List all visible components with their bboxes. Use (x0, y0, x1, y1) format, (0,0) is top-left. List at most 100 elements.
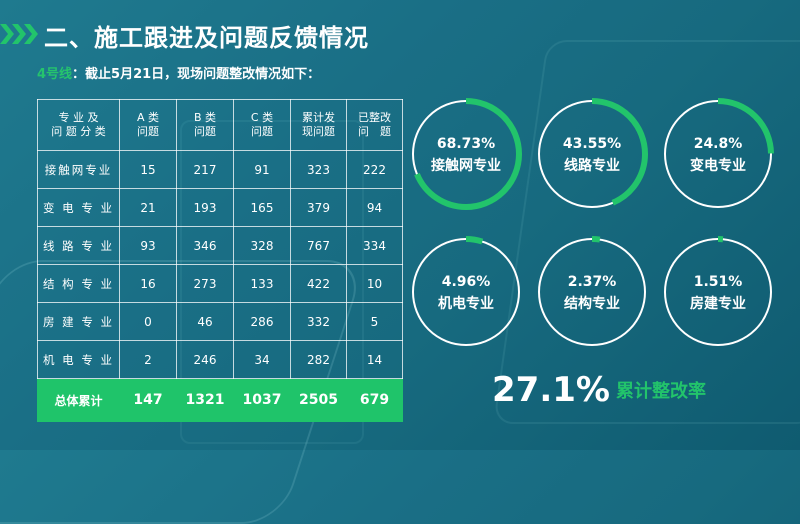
cell-a: 2 (119, 340, 177, 379)
table-header-row: 专 业 及 问 题 分 类 A 类 问题 B 类 问题 C 类 问题 累计发 现… (37, 99, 403, 151)
progress-ring: 1.51% 房建专业 (662, 236, 774, 348)
cell-c: 328 (233, 226, 291, 265)
ring-percent: 68.73% (436, 136, 496, 152)
ring-progress-arc (410, 236, 522, 348)
ring-percent: 24.8% (693, 136, 743, 152)
total-a: 147 (119, 378, 177, 422)
cell-found: 323 (290, 150, 347, 189)
ring-graphic (536, 98, 648, 210)
cell-c: 133 (233, 264, 291, 303)
ring-label: 房建专业 (690, 296, 746, 312)
ring-graphic (536, 236, 648, 348)
cell-b: 193 (176, 188, 234, 227)
header-c-class: C 类 问题 (233, 99, 291, 151)
page-title: 二、施工跟进及问题反馈情况 (44, 24, 369, 52)
ring-track (664, 238, 772, 346)
header-b-class: B 类 问题 (176, 99, 234, 151)
cell-rectified: 5 (346, 302, 403, 341)
cell-b: 346 (176, 226, 234, 265)
chevrons-icon (0, 24, 38, 44)
progress-ring: 24.8% 变电专业 (662, 98, 774, 210)
cell-c: 91 (233, 150, 291, 189)
ring-graphic (662, 98, 774, 210)
ring-percent: 43.55% (562, 136, 622, 152)
header-text: A 类 问题 (136, 111, 160, 138)
ring-progress-arc (662, 98, 774, 210)
ring-percent: 2.37% (567, 274, 617, 290)
table-row: 线 路 专 业 93 346 328 767 334 (37, 226, 403, 265)
summary-label: 累计整改率 (615, 381, 706, 402)
cell-b: 217 (176, 150, 234, 189)
total-rectified: 679 (346, 378, 403, 422)
cell-found: 332 (290, 302, 347, 341)
ring-graphic (410, 98, 522, 210)
table-total-row: 总体累计 147 1321 1037 2505 679 (37, 378, 403, 422)
cell-found: 282 (290, 340, 347, 379)
ring-progress-arc (662, 236, 774, 348)
total-b: 1321 (176, 378, 234, 422)
cell-b: 46 (176, 302, 234, 341)
ring-label: 结构专业 (564, 296, 620, 312)
row-label: 接触网专业 (37, 150, 120, 189)
table-row: 接触网专业 15 217 91 323 222 (37, 150, 403, 189)
row-label: 变 电 专 业 (37, 188, 120, 227)
ring-track (412, 238, 520, 346)
summary-value: 27.1% (492, 370, 610, 410)
ring-label: 接触网专业 (431, 158, 501, 174)
issues-table: 专 业 及 问 题 分 类 A 类 问题 B 类 问题 C 类 问题 累计发 现… (37, 99, 403, 441)
ring-label: 线路专业 (564, 158, 620, 174)
cell-rectified: 222 (346, 150, 403, 189)
table-row: 房 建 专 业 0 46 286 332 5 (37, 302, 403, 341)
row-label: 线 路 专 业 (37, 226, 120, 265)
total-c: 1037 (233, 378, 291, 422)
header-rectified: 已整改 问 题 (346, 99, 403, 151)
header: 二、施工跟进及问题反馈情况 (0, 14, 800, 56)
table-row: 结 构 专 业 16 273 133 422 10 (37, 264, 403, 303)
subtitle-text: ：截止5月21日，现场问题整改情况如下： (72, 67, 321, 82)
ring-percent: 1.51% (693, 274, 743, 290)
row-label: 房 建 专 业 (37, 302, 120, 341)
ring-percent: 4.96% (441, 274, 491, 290)
header-category: 专 业 及 问 题 分 类 (37, 99, 120, 151)
cell-rectified: 14 (346, 340, 403, 379)
header-text: B 类 问题 (193, 111, 217, 138)
cell-rectified: 334 (346, 226, 403, 265)
header-text: 专 业 及 问 题 分 类 (51, 111, 106, 138)
table-row: 变 电 专 业 21 193 165 379 94 (37, 188, 403, 227)
cell-c: 34 (233, 340, 291, 379)
ring-label: 变电专业 (690, 158, 746, 174)
cell-found: 767 (290, 226, 347, 265)
cell-rectified: 10 (346, 264, 403, 303)
cell-a: 21 (119, 188, 177, 227)
cell-rectified: 94 (346, 188, 403, 227)
ring-progress-arc (536, 236, 648, 348)
cell-a: 93 (119, 226, 177, 265)
ring-graphic (410, 236, 522, 348)
cell-c: 286 (233, 302, 291, 341)
cell-b: 246 (176, 340, 234, 379)
progress-ring: 68.73% 接触网专业 (410, 98, 522, 210)
total-found: 2505 (290, 378, 347, 422)
row-label: 结 构 专 业 (37, 264, 120, 303)
progress-ring: 2.37% 结构专业 (536, 236, 648, 348)
cell-a: 0 (119, 302, 177, 341)
progress-ring: 43.55% 线路专业 (536, 98, 648, 210)
progress-ring: 4.96% 机电专业 (410, 236, 522, 348)
cell-found: 379 (290, 188, 347, 227)
ring-track (538, 238, 646, 346)
ring-label: 机电专业 (438, 296, 494, 312)
ring-progress-arc (536, 98, 648, 210)
cell-a: 15 (119, 150, 177, 189)
subtitle-line-label: 4号线 (37, 67, 73, 82)
cell-found: 422 (290, 264, 347, 303)
row-label: 机 电 专 业 (37, 340, 120, 379)
subtitle: 4号线：截止5月21日，现场问题整改情况如下： (37, 63, 320, 82)
header-text: 已整改 问 题 (358, 111, 391, 138)
total-label: 总体累计 (37, 378, 120, 422)
cell-b: 273 (176, 264, 234, 303)
cell-c: 165 (233, 188, 291, 227)
header-a-class: A 类 问题 (119, 99, 177, 151)
summary: 27.1% 累计整改率 (492, 370, 706, 414)
ring-progress-arc (410, 98, 522, 210)
header-total-found: 累计发 现问题 (290, 99, 347, 151)
